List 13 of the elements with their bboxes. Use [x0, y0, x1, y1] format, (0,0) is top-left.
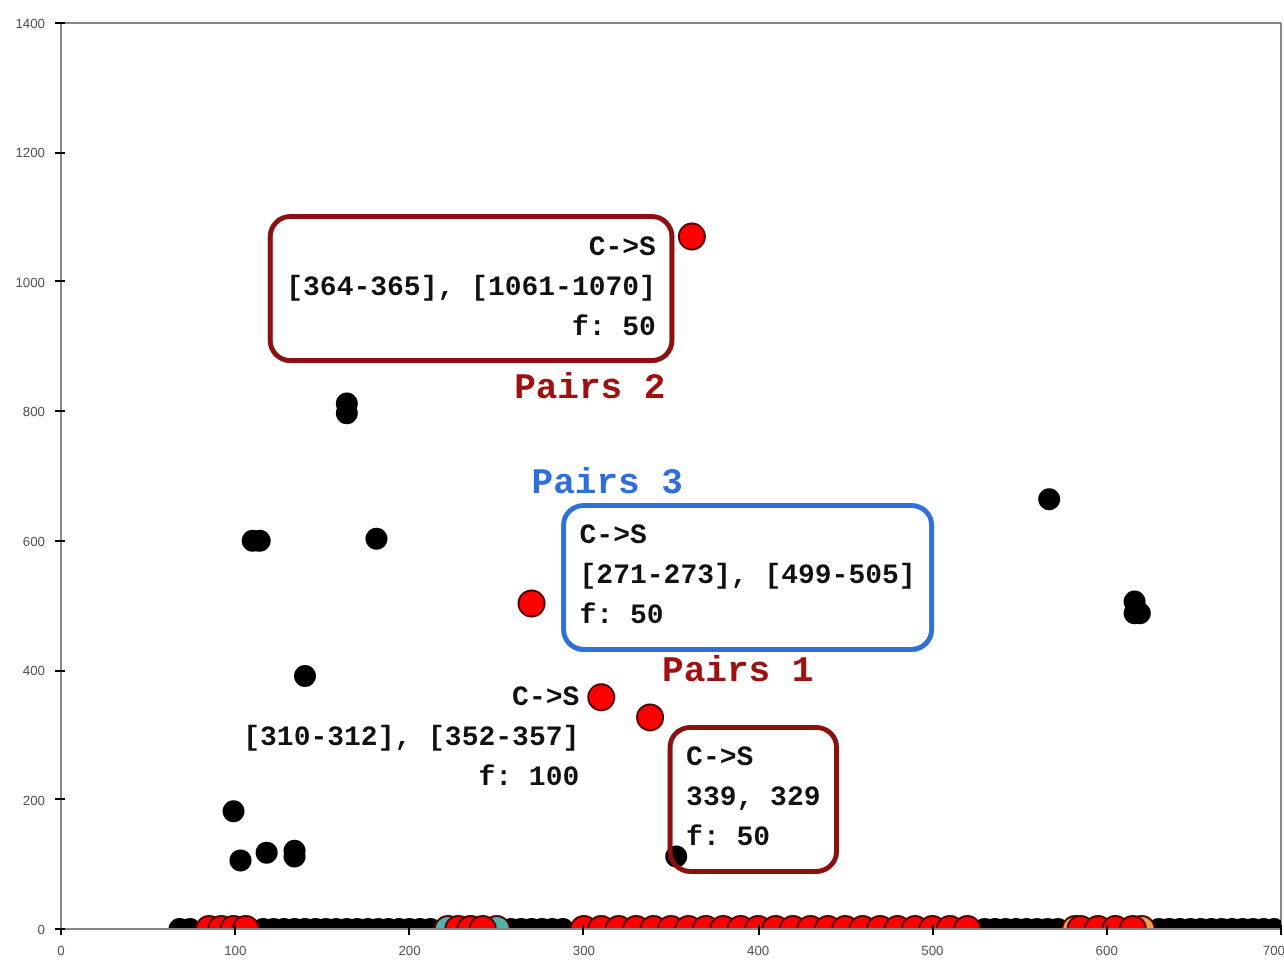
point [365, 527, 388, 550]
annotation: Pairs 1 [662, 653, 814, 694]
annotation: Pairs 3 [531, 465, 683, 506]
annotation: Pairs 2 [514, 369, 666, 410]
point [294, 664, 316, 687]
point [636, 703, 665, 732]
point [1038, 488, 1061, 511]
point [587, 683, 616, 712]
annotation: C->S [271-273], [499-505] f: 50 [579, 521, 916, 634]
annotation: C->S [310-312], [352-357] f: 100 [243, 683, 580, 796]
annotation: C->S [364-365], [1061-1070] f: 50 [286, 232, 656, 345]
annotation: C->S 339, 329 f: 50 [686, 743, 821, 856]
point [517, 589, 546, 618]
